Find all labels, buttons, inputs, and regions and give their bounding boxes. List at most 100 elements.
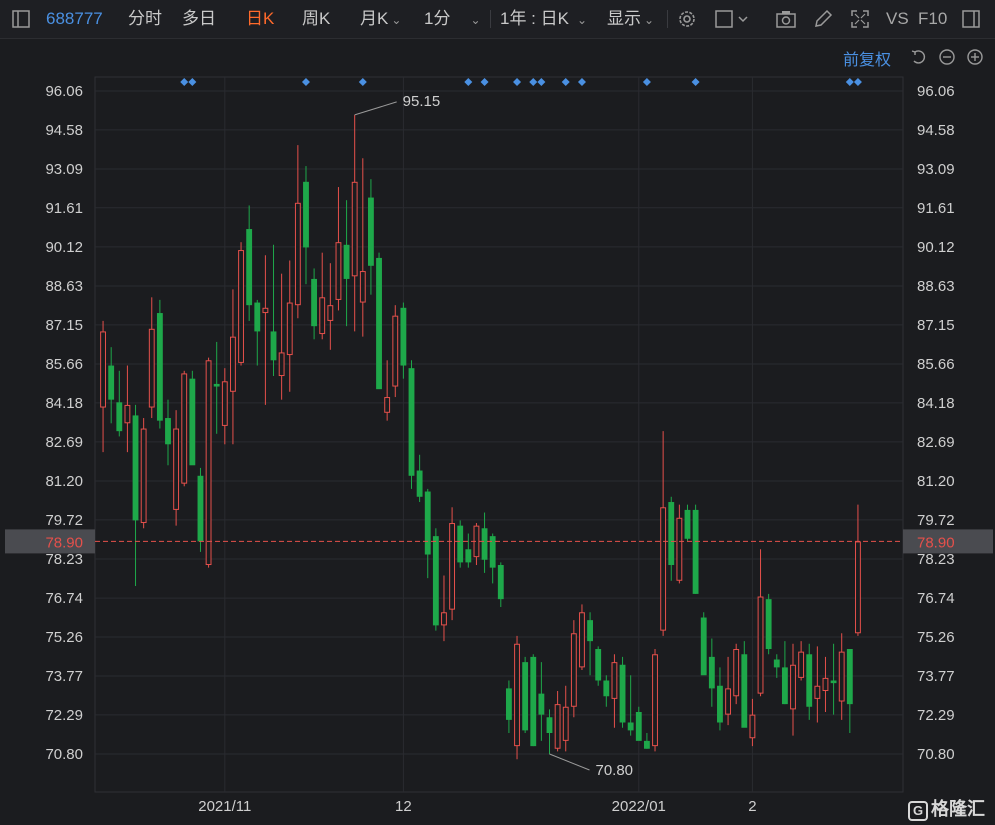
candle[interactable] <box>262 255 269 405</box>
candle[interactable] <box>351 114 358 332</box>
fullscreen-icon[interactable] <box>849 8 871 30</box>
candle[interactable] <box>432 528 439 631</box>
candle[interactable] <box>505 680 512 734</box>
candle[interactable] <box>140 418 147 529</box>
candle[interactable] <box>692 504 699 594</box>
tab-multi-day[interactable]: 多日 <box>182 9 216 28</box>
candle[interactable] <box>781 641 788 705</box>
candle[interactable] <box>790 643 796 736</box>
tab-weekly-k[interactable]: 周K <box>302 9 331 28</box>
candle[interactable] <box>286 260 293 392</box>
candle[interactable] <box>148 297 155 419</box>
candle[interactable] <box>733 643 740 705</box>
candle[interactable] <box>546 709 553 754</box>
candle[interactable] <box>603 675 610 707</box>
candle[interactable] <box>570 620 577 718</box>
reset-icon[interactable] <box>910 48 928 66</box>
candle[interactable] <box>197 467 204 552</box>
candle[interactable] <box>156 299 163 429</box>
candle[interactable] <box>335 187 342 311</box>
candle[interactable] <box>579 604 585 671</box>
candle[interactable] <box>441 575 447 642</box>
candle[interactable] <box>822 656 829 713</box>
candle[interactable] <box>749 698 756 747</box>
candle[interactable] <box>400 302 407 379</box>
pencil-icon[interactable] <box>812 8 834 30</box>
candle[interactable] <box>741 641 748 728</box>
zoom-in-icon[interactable] <box>966 48 984 66</box>
candle[interactable] <box>473 523 480 566</box>
vs-button[interactable]: VS <box>886 9 909 28</box>
tab-daily-k[interactable]: 日K <box>246 9 275 28</box>
candle[interactable] <box>652 649 658 752</box>
event-marker[interactable] <box>537 78 546 86</box>
candle[interactable] <box>700 612 707 676</box>
gear-icon[interactable] <box>676 8 698 30</box>
event-marker[interactable] <box>577 78 586 86</box>
candle[interactable] <box>643 733 650 749</box>
candle[interactable] <box>327 263 334 350</box>
candle[interactable] <box>627 675 634 736</box>
candle[interactable] <box>773 654 780 678</box>
candle[interactable] <box>798 641 805 681</box>
candle[interactable] <box>108 347 115 424</box>
candle[interactable] <box>408 360 415 489</box>
candle[interactable] <box>205 357 212 568</box>
candle[interactable] <box>489 533 496 584</box>
candle[interactable] <box>367 179 374 295</box>
candle[interactable] <box>343 200 350 327</box>
camera-icon[interactable] <box>775 8 797 30</box>
event-marker[interactable] <box>464 78 473 86</box>
candle[interactable] <box>213 341 220 434</box>
candle[interactable] <box>611 654 618 728</box>
candle[interactable] <box>359 158 366 337</box>
candle[interactable] <box>311 268 318 340</box>
event-marker[interactable] <box>561 78 570 86</box>
candle[interactable] <box>270 244 277 377</box>
tab-intraday[interactable]: 分时 <box>128 9 162 28</box>
candle[interactable] <box>181 370 188 487</box>
candle[interactable] <box>765 593 772 655</box>
event-marker[interactable] <box>691 78 700 86</box>
candle[interactable] <box>830 643 837 715</box>
candle[interactable] <box>254 299 261 366</box>
event-marker[interactable] <box>853 78 862 86</box>
event-marker[interactable] <box>180 78 189 86</box>
candle[interactable] <box>595 646 602 686</box>
candle[interactable] <box>124 365 131 453</box>
event-marker[interactable] <box>845 78 854 86</box>
candle[interactable] <box>684 504 691 542</box>
candle[interactable] <box>392 305 399 398</box>
tab-1min[interactable]: 1分 ⌄ <box>424 0 481 38</box>
candle[interactable] <box>587 612 594 676</box>
range-select[interactable]: 1年 : 日K ⌄ <box>500 0 587 38</box>
candle[interactable] <box>278 273 285 400</box>
candle[interactable] <box>668 496 675 581</box>
display-menu[interactable]: 显示 ⌄ <box>607 0 654 38</box>
candle[interactable] <box>294 145 301 319</box>
candle[interactable] <box>416 454 423 503</box>
candle[interactable] <box>449 507 456 621</box>
sidebar-toggle-icon[interactable] <box>10 8 32 30</box>
candle[interactable] <box>246 205 253 321</box>
candle[interactable] <box>457 520 464 568</box>
adjust-mode-button[interactable]: 前复权 <box>842 52 891 69</box>
event-marker[interactable] <box>188 78 197 86</box>
candle[interactable] <box>619 656 626 728</box>
candle[interactable] <box>221 368 228 445</box>
candle[interactable] <box>173 410 180 526</box>
candle[interactable] <box>538 662 545 741</box>
candle[interactable] <box>855 504 861 636</box>
stock-code[interactable]: 688777 <box>46 9 103 28</box>
candle[interactable] <box>116 370 123 437</box>
candle[interactable] <box>725 656 731 726</box>
candle[interactable] <box>303 166 309 285</box>
f10-button[interactable]: F10 <box>918 9 948 28</box>
event-marker[interactable] <box>642 78 651 86</box>
candle[interactable] <box>554 691 561 752</box>
candle[interactable] <box>708 638 715 707</box>
candle[interactable] <box>757 549 764 697</box>
zoom-out-icon[interactable] <box>938 48 956 66</box>
layout-select-icon[interactable] <box>714 8 750 30</box>
